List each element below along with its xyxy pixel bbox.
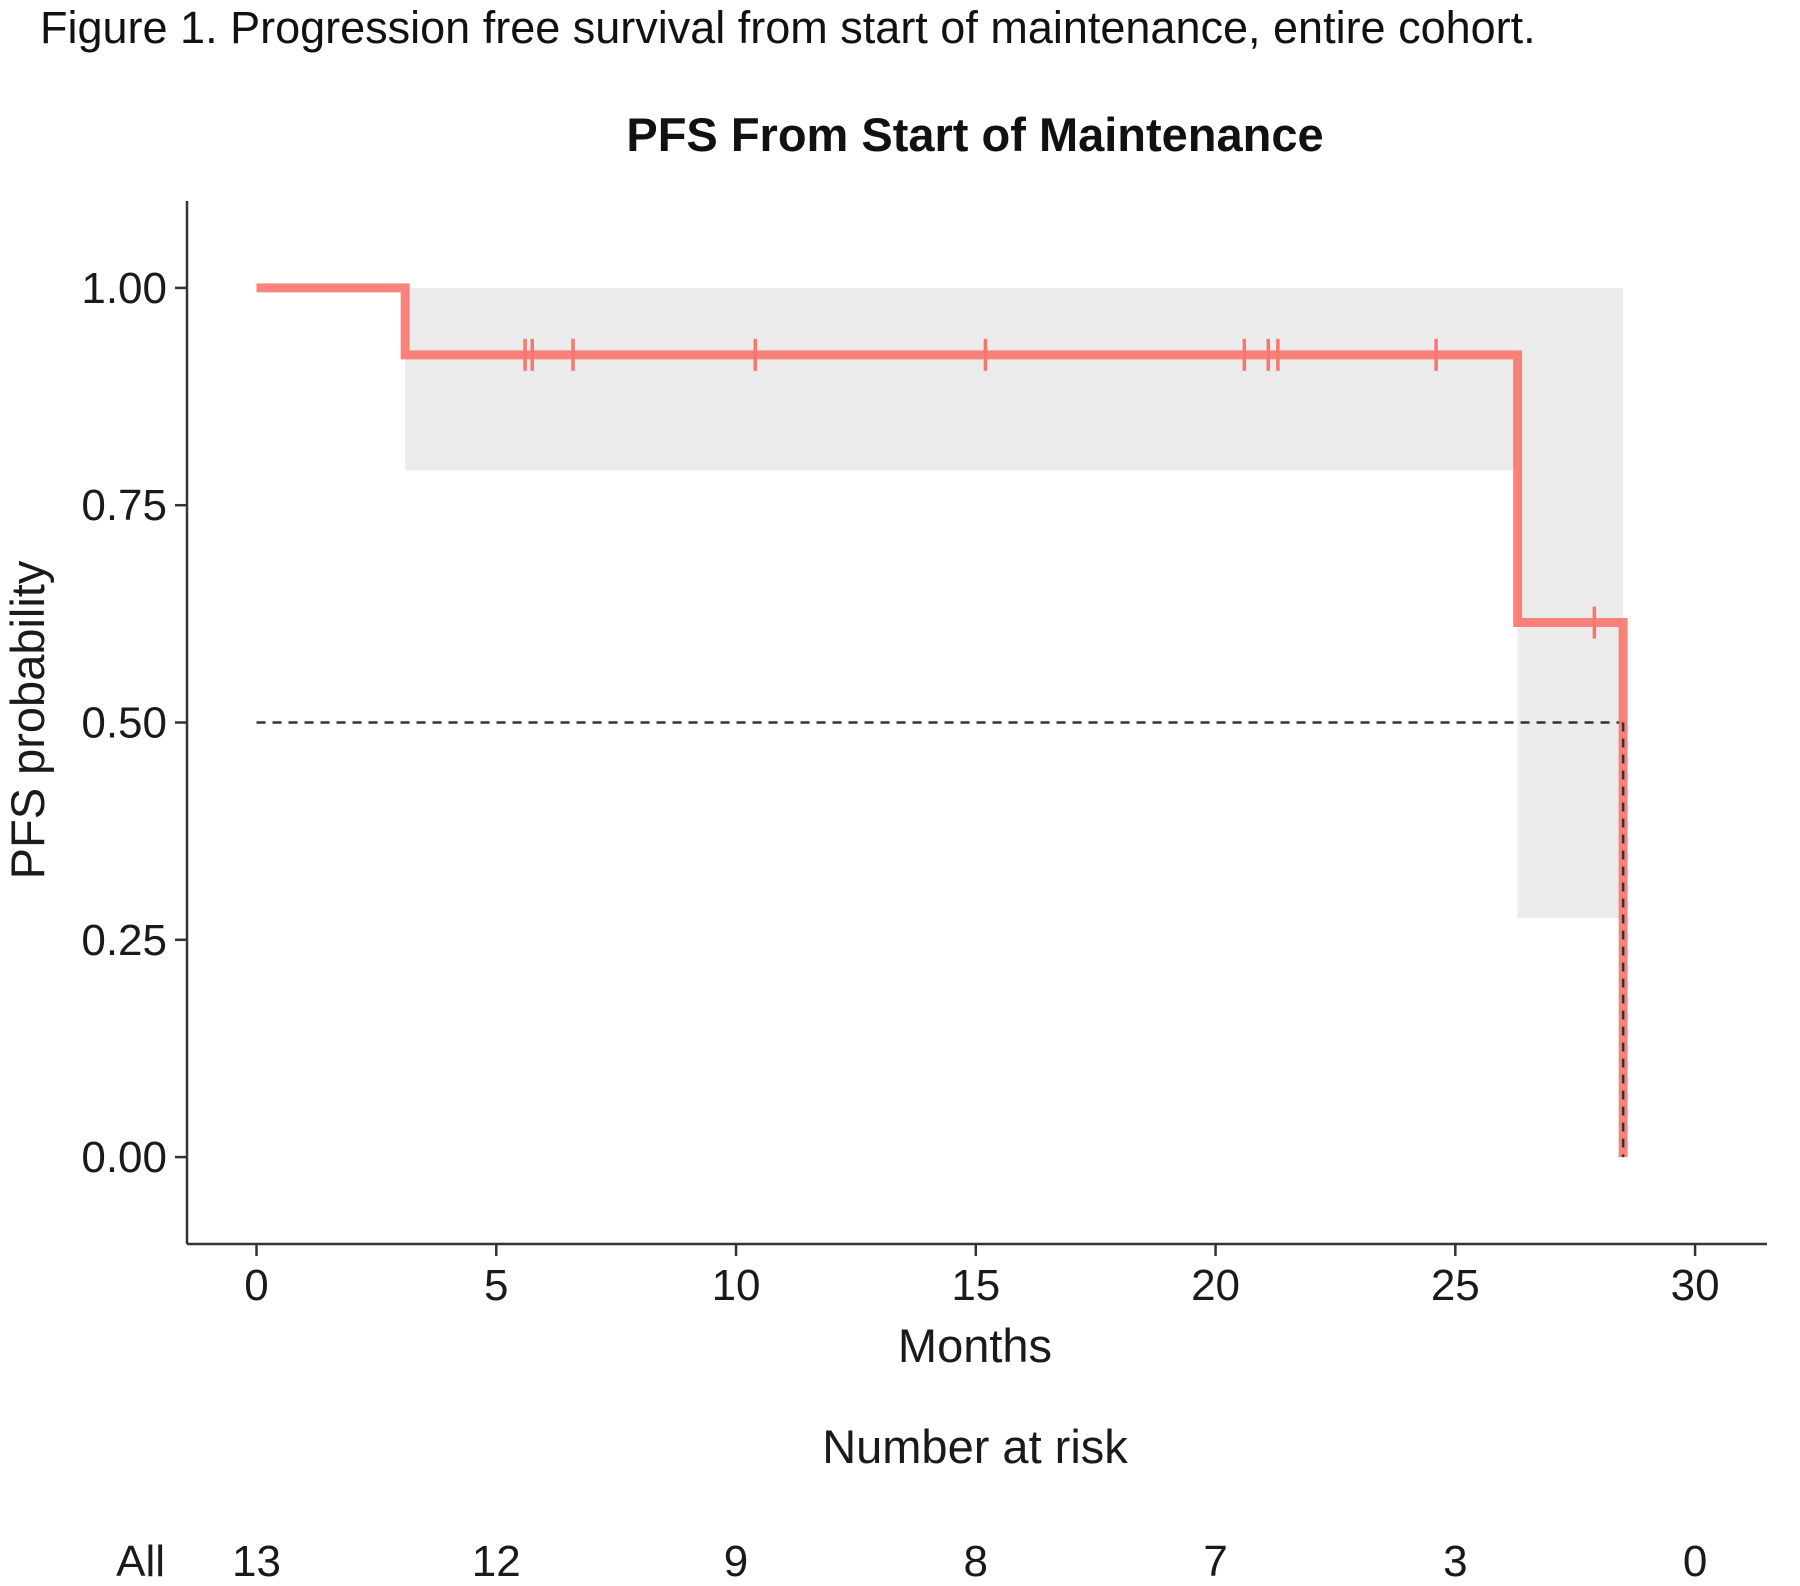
risk-count: 3 <box>1443 1537 1467 1586</box>
y-tick-label: 0.75 <box>81 481 167 530</box>
y-axis-label: PFS probability <box>1 560 54 879</box>
x-tick-label: 20 <box>1191 1261 1240 1310</box>
risk-strata-label: All <box>116 1537 165 1586</box>
x-tick-label: 5 <box>484 1261 508 1310</box>
y-tick-label: 0.25 <box>81 916 167 965</box>
risk-count: 0 <box>1683 1537 1707 1586</box>
survival-curve <box>256 283 1628 1158</box>
confidence-band-1 <box>1517 287 1624 919</box>
risk-count: 12 <box>472 1537 521 1586</box>
x-axis-label: Months <box>898 1319 1052 1372</box>
risk-count: 13 <box>232 1537 281 1586</box>
y-tick-label: 0.00 <box>81 1133 167 1182</box>
risk-count: 7 <box>1203 1537 1227 1586</box>
chart-title: PFS From Start of Maintenance <box>626 108 1323 161</box>
y-tick-label: 1.00 <box>81 264 167 313</box>
risk-count: 9 <box>724 1537 748 1586</box>
x-tick-label: 30 <box>1671 1261 1720 1310</box>
risk-table-title: Number at risk <box>822 1420 1128 1473</box>
x-tick-label: 15 <box>951 1261 1000 1310</box>
x-tick-label: 10 <box>712 1261 761 1310</box>
confidence-band-0 <box>405 287 1518 471</box>
risk-table: 13 12 9 8 7 3 0 <box>232 1537 1707 1586</box>
y-tick-label: 0.50 <box>81 699 167 748</box>
x-tick-label: 0 <box>244 1261 268 1310</box>
x-tick-label: 25 <box>1431 1261 1480 1310</box>
risk-count: 8 <box>964 1537 988 1586</box>
plot-area: 0.00 0.25 0.50 0.75 1.00 0 5 10 15 20 25 30 <box>81 201 1767 1310</box>
figure-caption: Figure 1. Progression free survival from… <box>40 2 1536 53</box>
